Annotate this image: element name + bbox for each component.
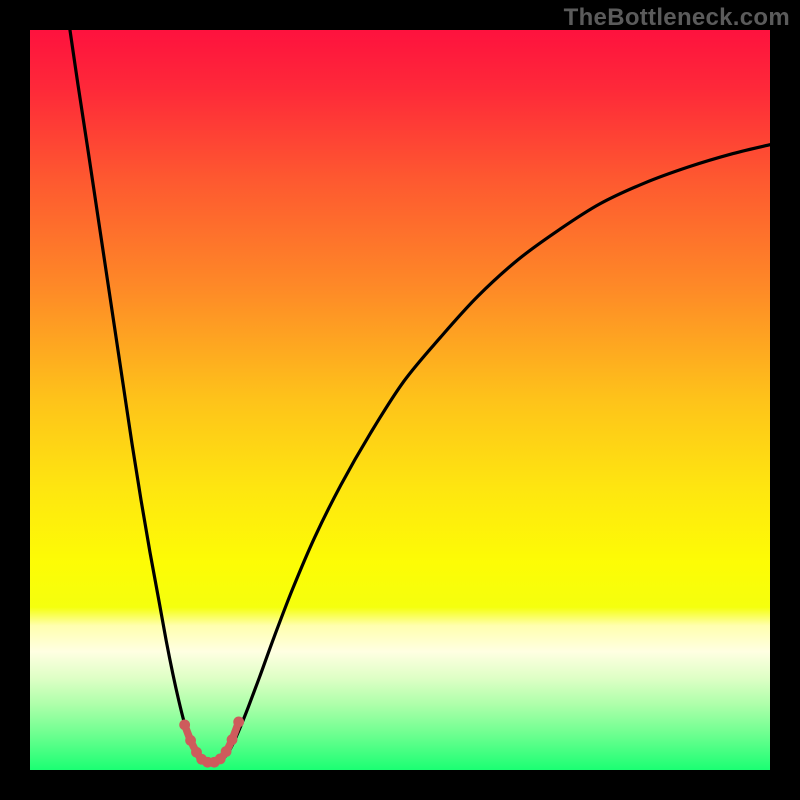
chart-frame: TheBottleneck.com [0, 0, 800, 800]
marker-dot [221, 746, 232, 757]
marker-dot [227, 734, 238, 745]
bottleneck-chart-svg [0, 0, 800, 800]
marker-dot [185, 735, 196, 746]
marker-dot [233, 717, 244, 728]
plot-area [30, 30, 770, 770]
watermark-text: TheBottleneck.com [564, 4, 790, 32]
marker-dot [179, 719, 190, 730]
